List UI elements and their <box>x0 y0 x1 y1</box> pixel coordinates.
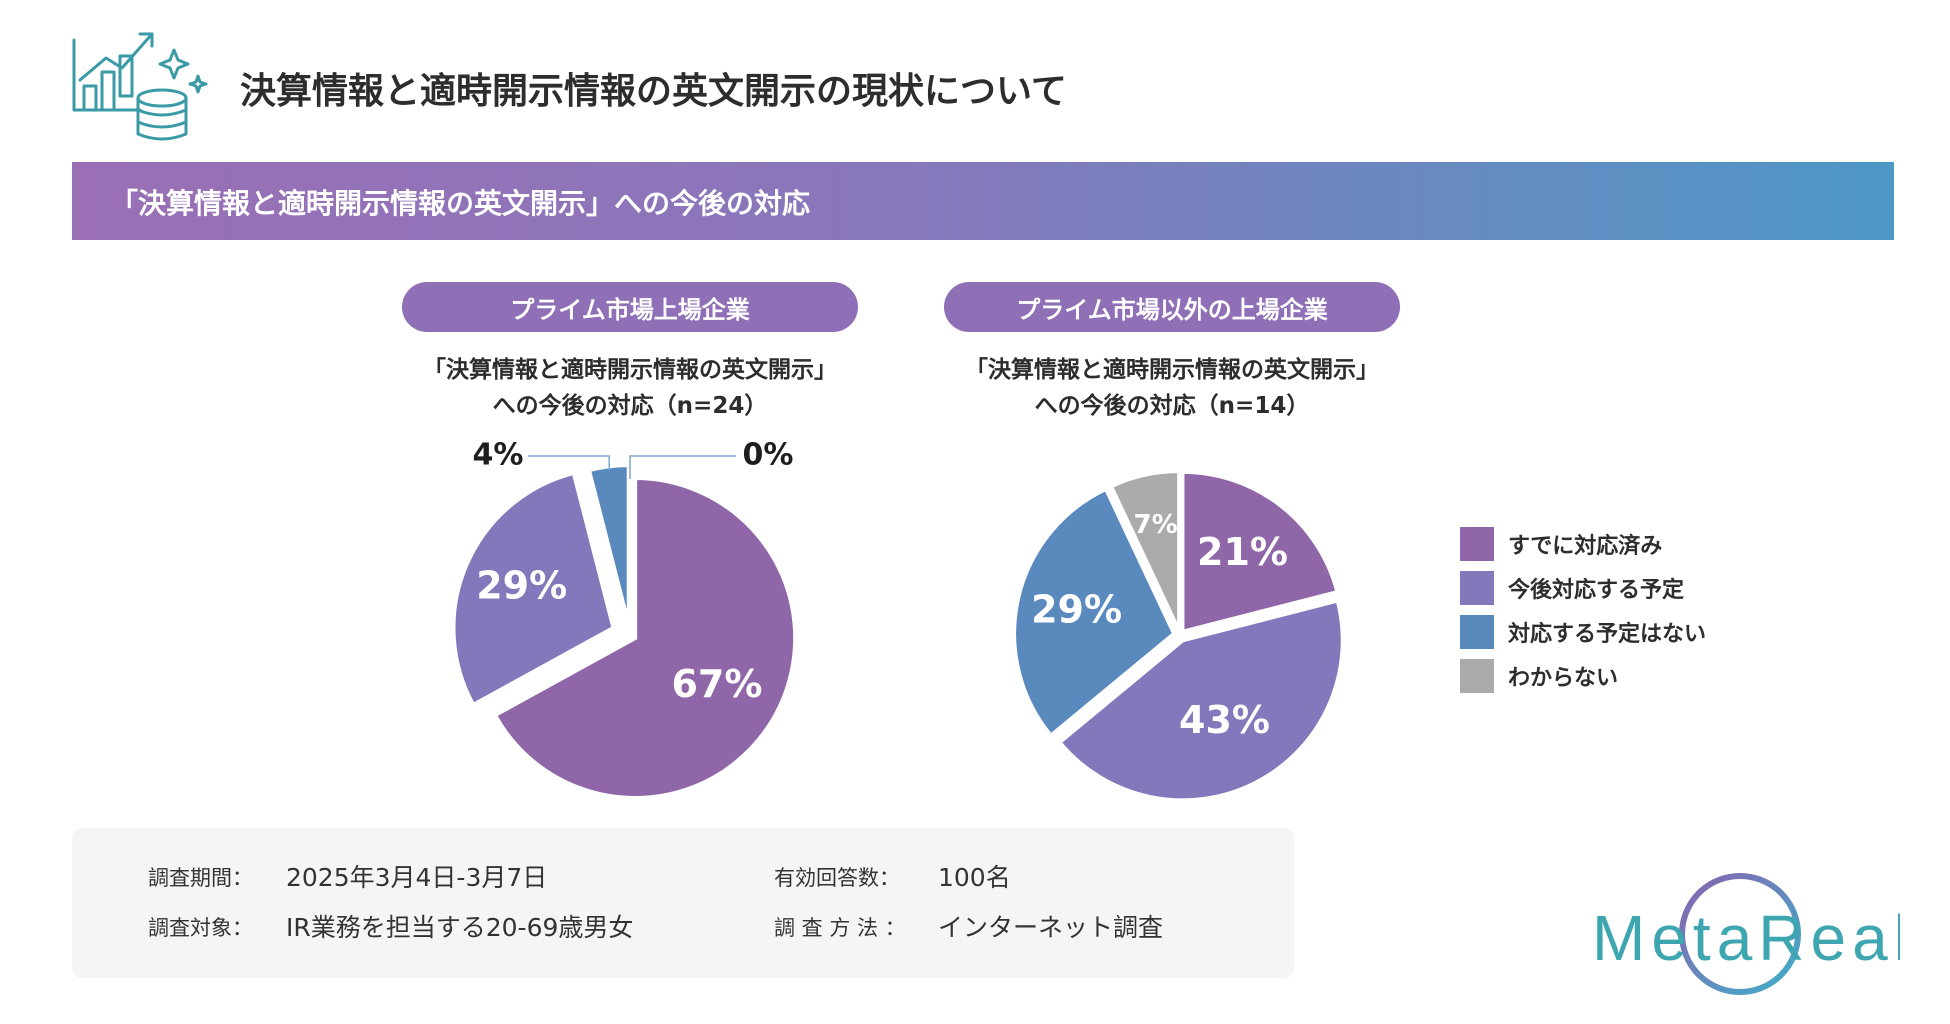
section-banner: 「決算情報と適時開示情報の英文開示」への今後の対応 <box>72 162 1894 240</box>
survey-period-value: 2025年3月4日-3月7日 <box>286 863 548 892</box>
chart-growth-coins-icon <box>72 32 208 141</box>
pie-slice <box>1108 469 1182 632</box>
legend-label: すでに対応済み <box>1508 534 1663 559</box>
chart-subtitle-prime: 「決算情報と適時開示情報の英文開示」 への今後の対応（n=24） <box>360 352 900 424</box>
legend-item-planned: 今後対応する予定 <box>1460 566 1706 610</box>
pie-label: 0% <box>743 440 794 473</box>
pie-slice <box>1056 598 1345 803</box>
survey-info-box: 調査期間： 2025年3月4日-3月7日 調査対象： IR業務を担当する20-6… <box>72 828 1294 978</box>
survey-responses-label: 有効回答数： <box>774 866 900 890</box>
pie-label: 67% <box>671 662 762 706</box>
group-pill-prime: プライム市場上場企業 <box>402 282 858 332</box>
legend-item-not-planned: 対応する予定はない <box>1460 610 1706 654</box>
pie-slice <box>451 470 616 708</box>
pie-slice <box>1012 486 1177 739</box>
pie-chart-prime: 67% 29% 4% 0% <box>451 440 798 801</box>
legend-swatch <box>1460 659 1494 693</box>
chart-subtitle-line: 「決算情報と適時開示情報の英文開示」 <box>965 357 1379 383</box>
pie-label: 43% <box>1179 698 1270 742</box>
legend-swatch <box>1460 571 1494 605</box>
pie-slice <box>1180 469 1340 635</box>
chart-subtitle-non-prime: 「決算情報と適時開示情報の英文開示」 への今後の対応（n=14） <box>902 352 1442 424</box>
pie-label: 21% <box>1197 530 1288 574</box>
legend-item-already: すでに対応済み <box>1460 522 1706 566</box>
legend-swatch <box>1460 615 1494 649</box>
legend-item-unknown: わからない <box>1460 654 1706 698</box>
legend: すでに対応済み 今後対応する予定 対応する予定はない わからない <box>1460 522 1706 698</box>
survey-method-value: インターネット調査 <box>938 913 1164 942</box>
chart-subtitle-line: への今後の対応（n=24） <box>492 393 768 419</box>
legend-label: 今後対応する予定 <box>1508 578 1685 603</box>
brand-wordmark: MetaReal <box>1592 902 1900 974</box>
chart-subtitle-line: への今後の対応（n=14） <box>1034 393 1310 419</box>
leader-line <box>629 455 736 479</box>
group-pill-non-prime: プライム市場以外の上場企業 <box>944 282 1400 332</box>
pie-label: 4% <box>473 440 524 473</box>
pie-label: 7% <box>1133 510 1177 540</box>
metareal-logo: MetaReal <box>1592 873 1900 995</box>
pie-label: 29% <box>476 564 567 608</box>
survey-period-label: 調査期間： <box>148 866 253 890</box>
survey-method-label: 調 査 方 法 ： <box>774 916 906 940</box>
survey-responses-value: 100名 <box>938 863 1011 892</box>
section-title: 「決算情報と適時開示情報の英文開示」への今後の対応 <box>110 187 811 220</box>
chart-subtitle-line: 「決算情報と適時開示情報の英文開示」 <box>423 357 837 383</box>
pie-label: 29% <box>1031 587 1122 631</box>
legend-label: 対応する予定はない <box>1508 622 1707 647</box>
survey-target-value: IR業務を担当する20-69歳男女 <box>286 913 634 942</box>
logo-ring <box>1679 873 1801 995</box>
pie-chart-non-prime: 21% 43% 29% 7% <box>1012 469 1345 803</box>
pie-slice <box>492 476 798 801</box>
leader-line <box>528 455 610 471</box>
legend-swatch <box>1460 527 1494 561</box>
page-title: 決算情報と適時開示情報の英文開示の現状について <box>240 71 1067 112</box>
survey-target-label: 調査対象： <box>148 916 253 940</box>
legend-label: わからない <box>1508 666 1619 691</box>
